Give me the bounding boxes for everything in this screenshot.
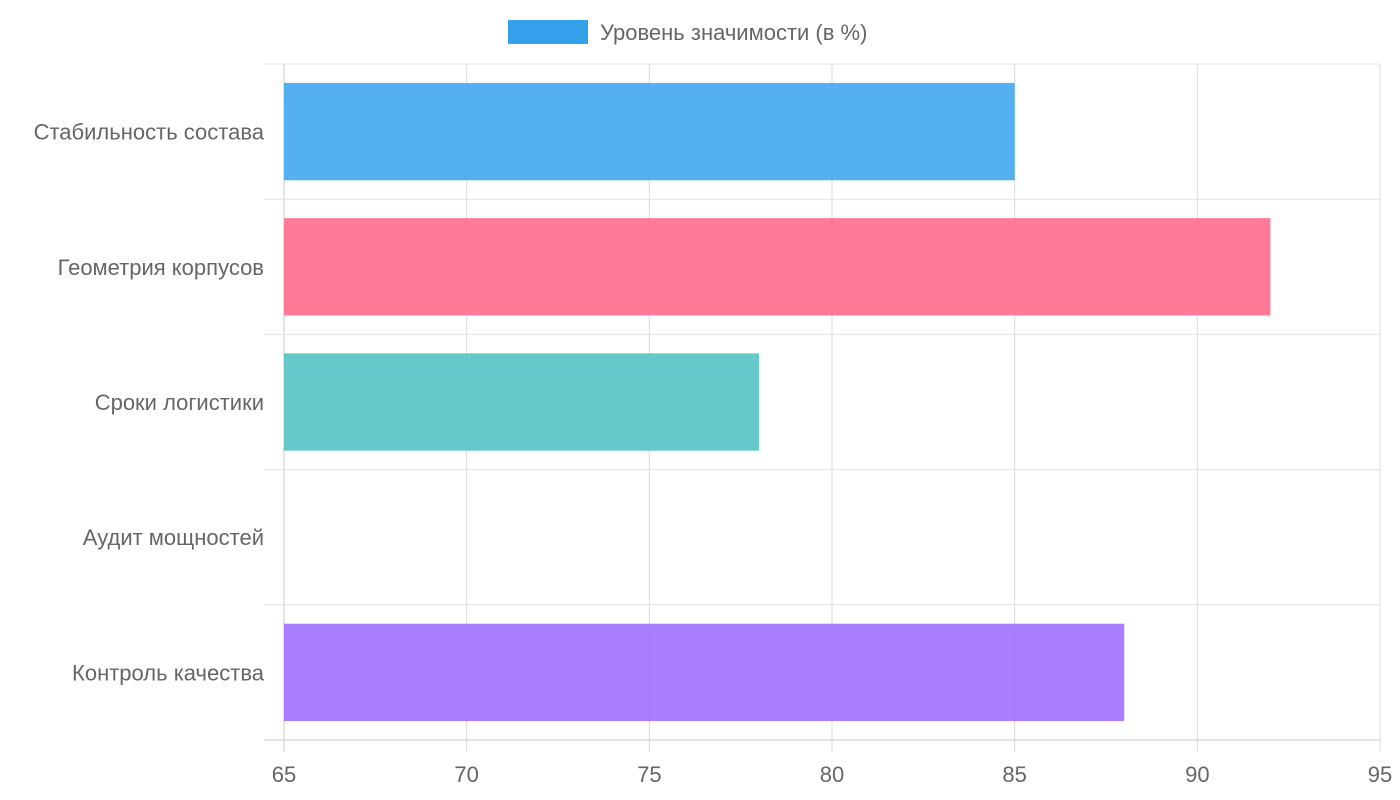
x-tick-label: 75 — [637, 762, 661, 787]
category-label: Аудит мощностей — [83, 525, 264, 550]
x-tick-label: 65 — [272, 762, 296, 787]
x-tick-label: 70 — [454, 762, 478, 787]
x-tick-label: 85 — [1002, 762, 1026, 787]
bar[interactable] — [284, 623, 1125, 722]
x-tick-label: 80 — [820, 762, 844, 787]
bar[interactable] — [284, 353, 759, 451]
category-label: Стабильность состава — [34, 120, 265, 145]
category-label: Контроль качества — [72, 660, 265, 685]
category-label: Геометрия корпусов — [58, 255, 264, 280]
legend-swatch — [508, 20, 588, 44]
category-labels: Стабильность состава Геометрия корпусов Ср… — [34, 120, 265, 686]
x-tick-label: 90 — [1185, 762, 1209, 787]
bars — [284, 82, 1271, 722]
legend[interactable]: Уровень значимости (в %) — [508, 20, 867, 45]
category-label: Сроки логистики — [95, 390, 264, 415]
x-axis-tick-labels: 65 70 75 80 85 90 95 — [272, 762, 1392, 787]
bar[interactable] — [284, 218, 1271, 316]
bar[interactable] — [284, 82, 1015, 181]
x-tick-label: 95 — [1368, 762, 1392, 787]
legend-label: Уровень значимости (в %) — [600, 20, 867, 45]
grid-lines — [264, 63, 1381, 752]
